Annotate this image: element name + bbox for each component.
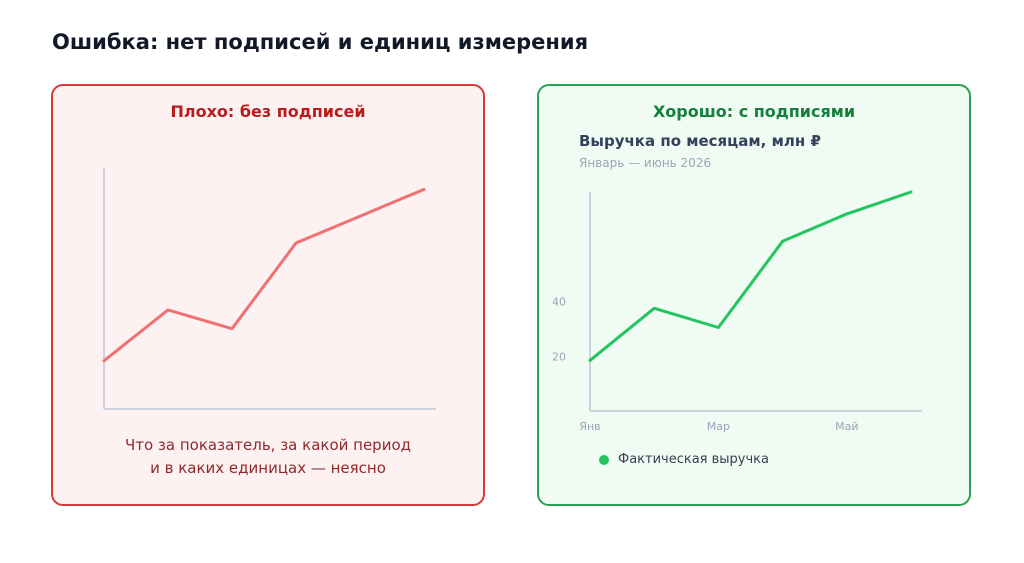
x-tick-label: Май — [835, 420, 858, 433]
good-panel-heading: Хорошо: с подписями — [652, 102, 856, 121]
series-line — [102, 187, 426, 363]
good-chart: 20 40 Янв Мар Май — [552, 190, 922, 433]
bad-caption-line-1: Что за показатель, за какой период — [124, 436, 412, 454]
bad-caption-line-2: и в каких единицах — неясно — [150, 459, 386, 477]
legend-label: Фактическая выручка — [618, 452, 769, 467]
y-tick-label: 40 — [552, 296, 566, 309]
chart-legend: Фактическая выручка — [599, 452, 769, 467]
chart-title: Выручка по месяцам, млн ₽ — [579, 132, 821, 150]
page-title: Ошибка: нет подписей и единиц измерения — [52, 30, 589, 54]
bad-panel-caption: Что за показатель, за какой период и в к… — [53, 434, 483, 480]
x-tick-label: Янв — [579, 420, 600, 433]
series-line — [588, 190, 913, 362]
legend-dot-icon — [599, 454, 609, 465]
chart-subtitle: Январь — июнь 2026 — [579, 156, 712, 170]
bad-chart — [102, 168, 436, 410]
bad-panel-heading: Плохо: без подписей — [170, 102, 366, 121]
x-tick-label: Мар — [707, 420, 730, 433]
y-tick-label: 20 — [552, 350, 566, 363]
bad-example-panel: Плохо: без подписей Что за показатель, з… — [51, 84, 485, 506]
good-example-panel: Хорошо: с подписями Выручка по месяцам, … — [537, 84, 971, 506]
